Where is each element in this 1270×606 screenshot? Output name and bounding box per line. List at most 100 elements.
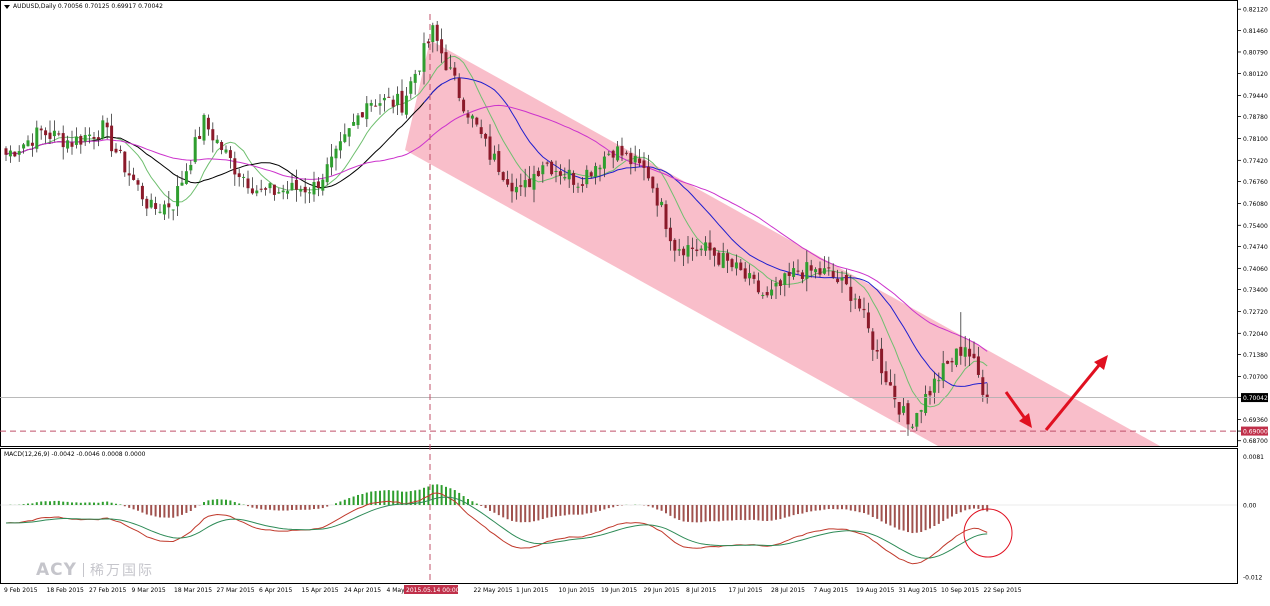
candle-body <box>360 112 364 118</box>
x-marker-tag <box>404 585 458 594</box>
candle-body <box>83 135 87 142</box>
candle-body <box>453 67 457 76</box>
candle-body <box>149 199 153 208</box>
candle-body <box>356 115 360 126</box>
macd-header: MACD(12,26,9) -0.0042 -0.0046 0.0008 0.0… <box>4 451 146 458</box>
candle-body <box>541 165 545 175</box>
candle-body <box>589 172 593 177</box>
y-tick-label: 0.78780 <box>1243 114 1268 121</box>
ma-mid-line <box>423 77 988 387</box>
candle-body <box>796 270 800 272</box>
y-tick-label: 0.68700 <box>1243 438 1268 445</box>
candle-body <box>312 182 316 195</box>
candle-body <box>8 150 12 157</box>
candle-body <box>928 390 932 396</box>
candle-body <box>902 406 906 413</box>
candle-body <box>818 268 822 275</box>
watermark-divider <box>82 563 84 577</box>
candle-body <box>915 412 919 427</box>
candle-body <box>365 103 369 120</box>
ma-black-line <box>5 83 442 189</box>
candle-body <box>849 286 853 301</box>
x-tick-label: 29 Jun 2015 <box>644 587 680 594</box>
y-tick-label: 0.76080 <box>1243 201 1268 208</box>
candle-body <box>638 158 642 164</box>
candle-body <box>233 158 237 175</box>
candle-body <box>919 410 923 412</box>
candle-body <box>950 360 954 363</box>
candle-body <box>250 188 254 194</box>
macd-highlight-circle <box>963 508 1013 558</box>
candle-body <box>968 348 972 357</box>
candle-body <box>431 25 435 43</box>
candle-body <box>888 382 892 386</box>
y-tick-label: 0.80790 <box>1243 49 1268 56</box>
candle-body <box>686 245 690 257</box>
candle-body <box>347 128 351 137</box>
x-tick-label: 19 Jun 2015 <box>601 587 637 594</box>
candle-body <box>343 134 347 142</box>
candle-body <box>114 148 118 153</box>
descending-channel <box>405 40 1160 446</box>
candle-body <box>330 156 334 168</box>
x-tick-label: 1 Jun 2015 <box>516 587 548 594</box>
x-tick-label: 31 Aug 2015 <box>899 587 938 594</box>
candle-body <box>756 280 760 293</box>
y-tick-label: 0.78100 <box>1243 136 1268 143</box>
candle-body <box>554 170 558 172</box>
candle-body <box>765 292 769 296</box>
x-tick-label: 8 Jul 2015 <box>686 587 716 594</box>
y-tick-label: 0.70042 <box>1243 395 1268 402</box>
candle-body <box>44 130 48 136</box>
candle-body <box>136 180 140 185</box>
candle-body <box>308 192 312 194</box>
x-tick-label: 15 Apr 2015 <box>302 587 339 594</box>
y-tick-label: 0.79440 <box>1243 93 1268 100</box>
candle-body <box>184 171 188 184</box>
candle-body <box>721 252 725 268</box>
candle-body <box>286 191 290 194</box>
y-tick-label: 0.69360 <box>1243 417 1268 424</box>
candle-body <box>193 137 197 163</box>
candle-body <box>4 148 8 155</box>
candle-body <box>972 353 976 358</box>
macd-y-tick-label: 0.00 <box>1243 503 1257 510</box>
candle-body <box>154 203 158 209</box>
y-tick-label: 0.76760 <box>1243 179 1268 186</box>
x-tick-label: 18 Mar 2015 <box>174 587 212 594</box>
candle-body <box>646 166 650 179</box>
y-tick-label: 0.74060 <box>1243 266 1268 273</box>
candle-body <box>101 120 105 139</box>
candle-body <box>602 156 606 169</box>
candle-body <box>704 242 708 251</box>
candle-body <box>510 182 514 192</box>
candle-body <box>558 171 562 176</box>
candle-body <box>374 105 378 107</box>
candle-body <box>484 133 488 139</box>
candle-body <box>924 394 928 413</box>
macd-y-tick-label: 0.0081 <box>1243 454 1264 461</box>
candle-body <box>708 242 712 251</box>
x-tick-label: 18 Feb 2015 <box>47 587 85 594</box>
candle-body <box>946 360 950 364</box>
candle-body <box>792 268 796 277</box>
candle-body <box>211 129 215 141</box>
x-tick-label: 19 Aug 2015 <box>856 587 895 594</box>
candle-body <box>506 179 510 185</box>
symbol-label: AUDUSD,Daily 0.70056 0.70125 0.69917 0.7… <box>13 3 163 10</box>
candle-body <box>501 172 505 181</box>
candle-body <box>92 137 96 139</box>
candle-body <box>396 93 400 106</box>
candle-body <box>105 122 109 128</box>
candle-body <box>435 24 439 41</box>
menu-triangle-icon[interactable] <box>4 4 10 9</box>
candle-body <box>932 378 936 393</box>
candle-body <box>726 253 730 261</box>
candle-body <box>580 184 584 186</box>
candle-body <box>299 189 303 192</box>
candle-body <box>180 182 184 186</box>
candle-body <box>418 70 422 72</box>
candle-body <box>607 153 611 155</box>
candle-body <box>387 96 391 98</box>
